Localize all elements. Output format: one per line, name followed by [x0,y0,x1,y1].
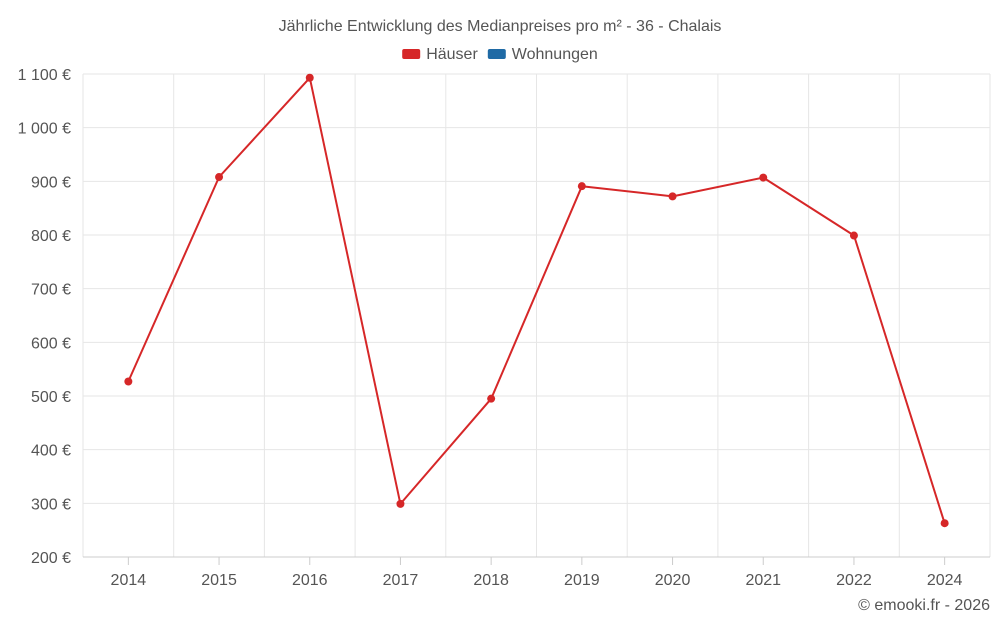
x-tick-label: 2020 [655,572,691,589]
data-point[interactable] [396,499,405,508]
x-tick-label: 2015 [201,572,237,589]
x-tick-label: 2021 [745,572,781,589]
x-tick-label: 2024 [927,572,963,589]
series-layer [124,73,949,528]
y-tick-label: 700 € [31,282,71,299]
legend-label: Häuser [426,46,478,63]
y-tick-label: 900 € [31,174,71,191]
y-tick-label: 600 € [31,335,71,352]
y-tick-label: 800 € [31,228,71,245]
x-axis: 2014 2015 2016 2017 2018 2019 2020 2021 2022 2024 [83,556,990,589]
grid [82,73,991,558]
legend-swatch [402,49,421,59]
x-tick-label: 2022 [836,572,872,589]
credit-text: © emooki.fr - 2026 [858,597,990,614]
legend-item[interactable]: Wohnungen [487,46,598,63]
x-tick-label: 2017 [383,572,419,589]
legend: Häuser Wohnungen [402,46,598,63]
x-tick-label: 2014 [111,572,147,589]
x-tick-label: 2018 [473,572,509,589]
legend-label: Wohnungen [512,46,598,63]
data-point[interactable] [305,73,314,82]
y-tick-label: 200 € [31,550,71,567]
chart-title: Jährliche Entwicklung des Medianpreises … [279,18,722,35]
data-point[interactable] [124,377,133,386]
legend-item[interactable]: Häuser [402,46,478,63]
data-point[interactable] [215,173,224,182]
data-point[interactable] [668,192,677,201]
y-tick-label: 1 100 € [18,67,71,84]
y-tick-label: 1 000 € [18,121,71,138]
y-tick-label: 500 € [31,389,71,406]
series-line-häuser [127,76,946,524]
data-point[interactable] [487,394,496,403]
data-point[interactable] [759,173,768,182]
data-point[interactable] [940,519,949,528]
y-tick-label: 400 € [31,443,71,460]
legend-swatch [487,49,506,59]
y-tick-label: 300 € [31,496,71,513]
y-axis: 200 € 300 € 400 € 500 € 600 € 700 € 800 € 900 €… [18,67,71,567]
data-point[interactable] [849,231,858,240]
data-point[interactable] [577,182,586,191]
x-tick-label: 2016 [292,572,328,589]
x-tick-label: 2019 [564,572,600,589]
